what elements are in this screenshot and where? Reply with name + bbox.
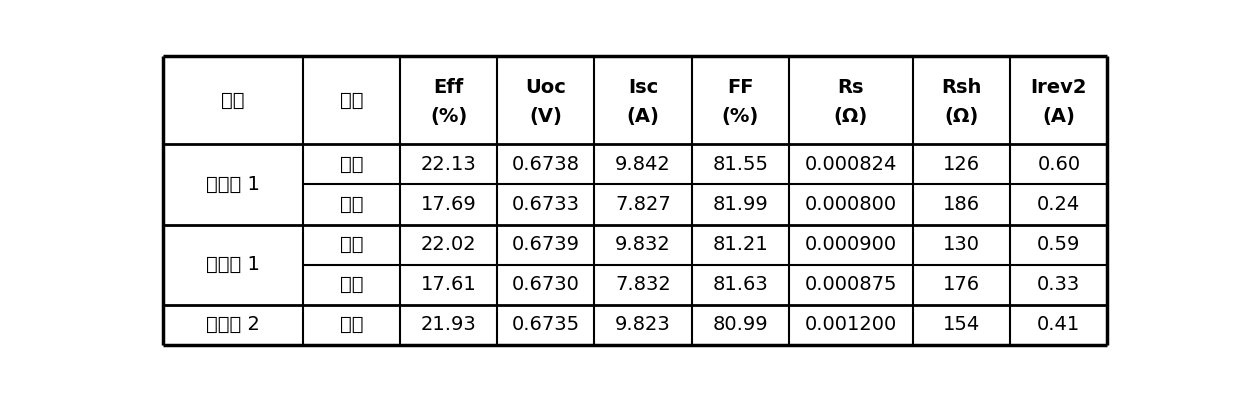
Text: 案例: 案例 (221, 91, 244, 110)
Text: 186: 186 (943, 195, 980, 214)
Text: (Ω): (Ω) (834, 107, 869, 126)
Text: 126: 126 (943, 155, 980, 174)
Text: 7.832: 7.832 (616, 275, 672, 294)
Text: 154: 154 (943, 315, 980, 334)
Text: (A): (A) (627, 107, 659, 126)
Text: 0.000800: 0.000800 (805, 195, 897, 214)
Text: (%): (%) (721, 107, 760, 126)
Text: (A): (A) (1042, 107, 1075, 126)
Text: (Ω): (Ω) (944, 107, 979, 126)
Text: 81.55: 81.55 (712, 155, 768, 174)
Text: 80.99: 80.99 (712, 315, 768, 334)
Text: 0.60: 0.60 (1037, 155, 1080, 174)
Text: 176: 176 (943, 275, 980, 294)
Text: 0.41: 0.41 (1037, 315, 1080, 334)
Text: 背面: 背面 (339, 275, 363, 294)
Text: 对比例 1: 对比例 1 (206, 255, 260, 274)
Text: Isc: Isc (628, 77, 658, 96)
Text: 对比例 2: 对比例 2 (206, 315, 260, 334)
Text: 正面: 正面 (339, 155, 363, 174)
Text: FF: FF (727, 77, 753, 96)
Text: 0.6738: 0.6738 (512, 155, 580, 174)
Text: 正面: 正面 (339, 315, 363, 334)
Text: 17.69: 17.69 (421, 195, 477, 214)
Text: 21.93: 21.93 (421, 315, 477, 334)
Text: 81.63: 81.63 (712, 275, 768, 294)
Text: 0.6730: 0.6730 (512, 275, 580, 294)
Text: 正面: 正面 (339, 235, 363, 254)
Text: 81.21: 81.21 (712, 235, 768, 254)
Text: 实施例 1: 实施例 1 (206, 175, 260, 194)
Text: 130: 130 (943, 235, 980, 254)
Text: Eff: Eff (434, 77, 463, 96)
Text: (V): (V) (529, 107, 563, 126)
Text: Rsh: Rsh (942, 77, 981, 96)
Text: 22.02: 22.02 (421, 235, 477, 254)
Text: 22.13: 22.13 (421, 155, 477, 174)
Text: 0.33: 0.33 (1037, 275, 1080, 294)
Text: 0.6735: 0.6735 (512, 315, 580, 334)
Text: 0.6733: 0.6733 (512, 195, 580, 214)
Text: 17.61: 17.61 (421, 275, 477, 294)
Text: 分组: 分组 (339, 91, 363, 110)
Text: Irev2: Irev2 (1031, 77, 1087, 96)
Text: 0.6739: 0.6739 (512, 235, 580, 254)
Text: 0.000900: 0.000900 (805, 235, 897, 254)
Text: 0.000824: 0.000824 (805, 155, 897, 174)
Text: (%): (%) (430, 107, 467, 126)
Text: 9.832: 9.832 (616, 235, 672, 254)
Text: 0.000875: 0.000875 (804, 275, 897, 294)
Text: Rs: Rs (838, 77, 865, 96)
Text: 0.24: 0.24 (1037, 195, 1080, 214)
Text: 9.823: 9.823 (616, 315, 672, 334)
Text: Uoc: Uoc (525, 77, 566, 96)
Text: 9.842: 9.842 (616, 155, 672, 174)
Text: 81.99: 81.99 (712, 195, 768, 214)
Text: 7.827: 7.827 (616, 195, 672, 214)
Text: 0.59: 0.59 (1037, 235, 1080, 254)
Text: 背面: 背面 (339, 195, 363, 214)
Text: 0.001200: 0.001200 (805, 315, 897, 334)
